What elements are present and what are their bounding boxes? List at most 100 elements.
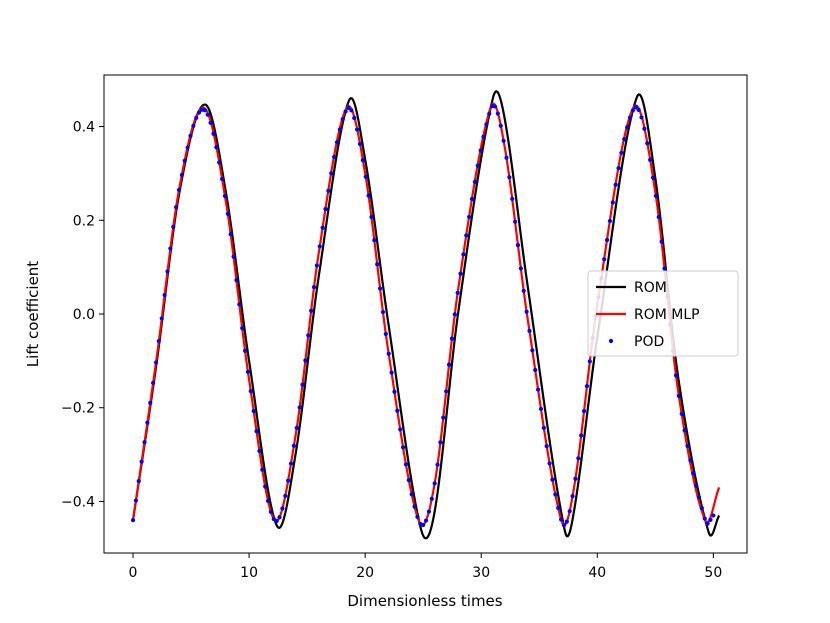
series-line-rom bbox=[131, 90, 721, 540]
data-point bbox=[383, 331, 388, 337]
data-point bbox=[656, 214, 661, 220]
data-point bbox=[650, 175, 656, 180]
data-point bbox=[607, 218, 613, 224]
data-point bbox=[409, 492, 414, 497]
data-point bbox=[610, 200, 615, 205]
data-point bbox=[306, 333, 311, 338]
data-point bbox=[553, 492, 558, 497]
data-point bbox=[688, 458, 693, 463]
data-point bbox=[691, 471, 696, 476]
data-point bbox=[452, 312, 457, 317]
data-point bbox=[165, 269, 170, 274]
data-point bbox=[510, 196, 515, 201]
data-point bbox=[395, 408, 400, 413]
data-point bbox=[423, 518, 429, 523]
data-point bbox=[702, 516, 707, 521]
data-point bbox=[426, 509, 432, 514]
data-point bbox=[685, 443, 690, 448]
data-point bbox=[412, 504, 417, 509]
data-point bbox=[392, 389, 397, 394]
data-point bbox=[630, 108, 636, 113]
data-point bbox=[188, 133, 193, 138]
legend: ROM ROM MLP POD bbox=[587, 270, 739, 357]
data-point bbox=[673, 373, 679, 378]
data-point bbox=[211, 131, 216, 136]
data-point bbox=[245, 369, 251, 374]
data-point bbox=[311, 285, 317, 290]
data-point bbox=[639, 115, 644, 120]
data-point bbox=[567, 509, 572, 514]
data-point bbox=[518, 266, 523, 271]
data-point bbox=[570, 494, 575, 499]
data-point bbox=[142, 440, 147, 445]
data-point bbox=[377, 286, 383, 291]
data-point bbox=[636, 107, 641, 112]
data-point bbox=[288, 461, 294, 466]
data-point bbox=[616, 166, 621, 171]
y-tick-label: 0.0 bbox=[73, 307, 95, 323]
data-point bbox=[429, 496, 434, 501]
data-point bbox=[406, 478, 411, 483]
data-point bbox=[357, 141, 363, 147]
data-point bbox=[171, 224, 176, 229]
data-point bbox=[507, 175, 512, 180]
data-point bbox=[159, 316, 164, 321]
data-point bbox=[145, 420, 150, 425]
legend-entries: ROM ROM MLP POD bbox=[596, 280, 700, 350]
data-point bbox=[464, 233, 469, 238]
data-point bbox=[375, 262, 380, 267]
data-point bbox=[676, 393, 681, 399]
data-point bbox=[185, 145, 190, 150]
data-point bbox=[349, 108, 354, 113]
data-point bbox=[329, 171, 334, 176]
data-point bbox=[487, 111, 492, 116]
data-point bbox=[268, 509, 274, 515]
data-point bbox=[604, 237, 610, 243]
x-axis: 0 10 20 30 40 50 bbox=[129, 553, 722, 581]
data-point bbox=[458, 271, 463, 276]
data-point bbox=[403, 462, 409, 467]
x-tick-label: 50 bbox=[704, 565, 722, 581]
data-point bbox=[455, 290, 460, 296]
data-point bbox=[469, 196, 475, 202]
data-point bbox=[446, 362, 452, 367]
data-point bbox=[151, 380, 156, 385]
data-point bbox=[314, 263, 319, 268]
data-point bbox=[130, 518, 136, 523]
x-tick-label: 10 bbox=[240, 565, 258, 581]
data-point bbox=[682, 428, 687, 433]
data-point bbox=[291, 443, 296, 448]
data-point bbox=[662, 266, 667, 271]
data-point bbox=[386, 351, 391, 356]
data-point bbox=[317, 244, 322, 249]
data-point bbox=[326, 188, 331, 193]
data-point bbox=[139, 459, 144, 464]
data-point bbox=[196, 110, 202, 115]
data-point bbox=[550, 477, 555, 482]
data-point bbox=[513, 219, 518, 224]
data-point bbox=[627, 115, 633, 120]
data-point bbox=[573, 476, 578, 481]
data-point bbox=[225, 211, 230, 216]
data-point bbox=[581, 409, 587, 414]
data-point bbox=[524, 309, 529, 314]
data-point bbox=[286, 478, 291, 483]
data-point bbox=[148, 400, 153, 405]
data-point bbox=[501, 138, 506, 143]
data-point bbox=[133, 498, 138, 503]
data-point bbox=[352, 115, 357, 121]
data-point bbox=[467, 214, 472, 220]
data-point bbox=[584, 384, 590, 389]
data-point bbox=[168, 246, 173, 251]
data-point bbox=[435, 462, 440, 467]
data-point bbox=[334, 140, 340, 145]
data-point bbox=[478, 148, 483, 153]
data-point bbox=[309, 308, 314, 313]
data-point bbox=[659, 239, 664, 244]
data-point bbox=[547, 461, 552, 466]
y-tick-label: −0.2 bbox=[61, 401, 95, 417]
data-point bbox=[303, 358, 308, 363]
data-point bbox=[176, 187, 182, 193]
data-point bbox=[587, 359, 592, 364]
